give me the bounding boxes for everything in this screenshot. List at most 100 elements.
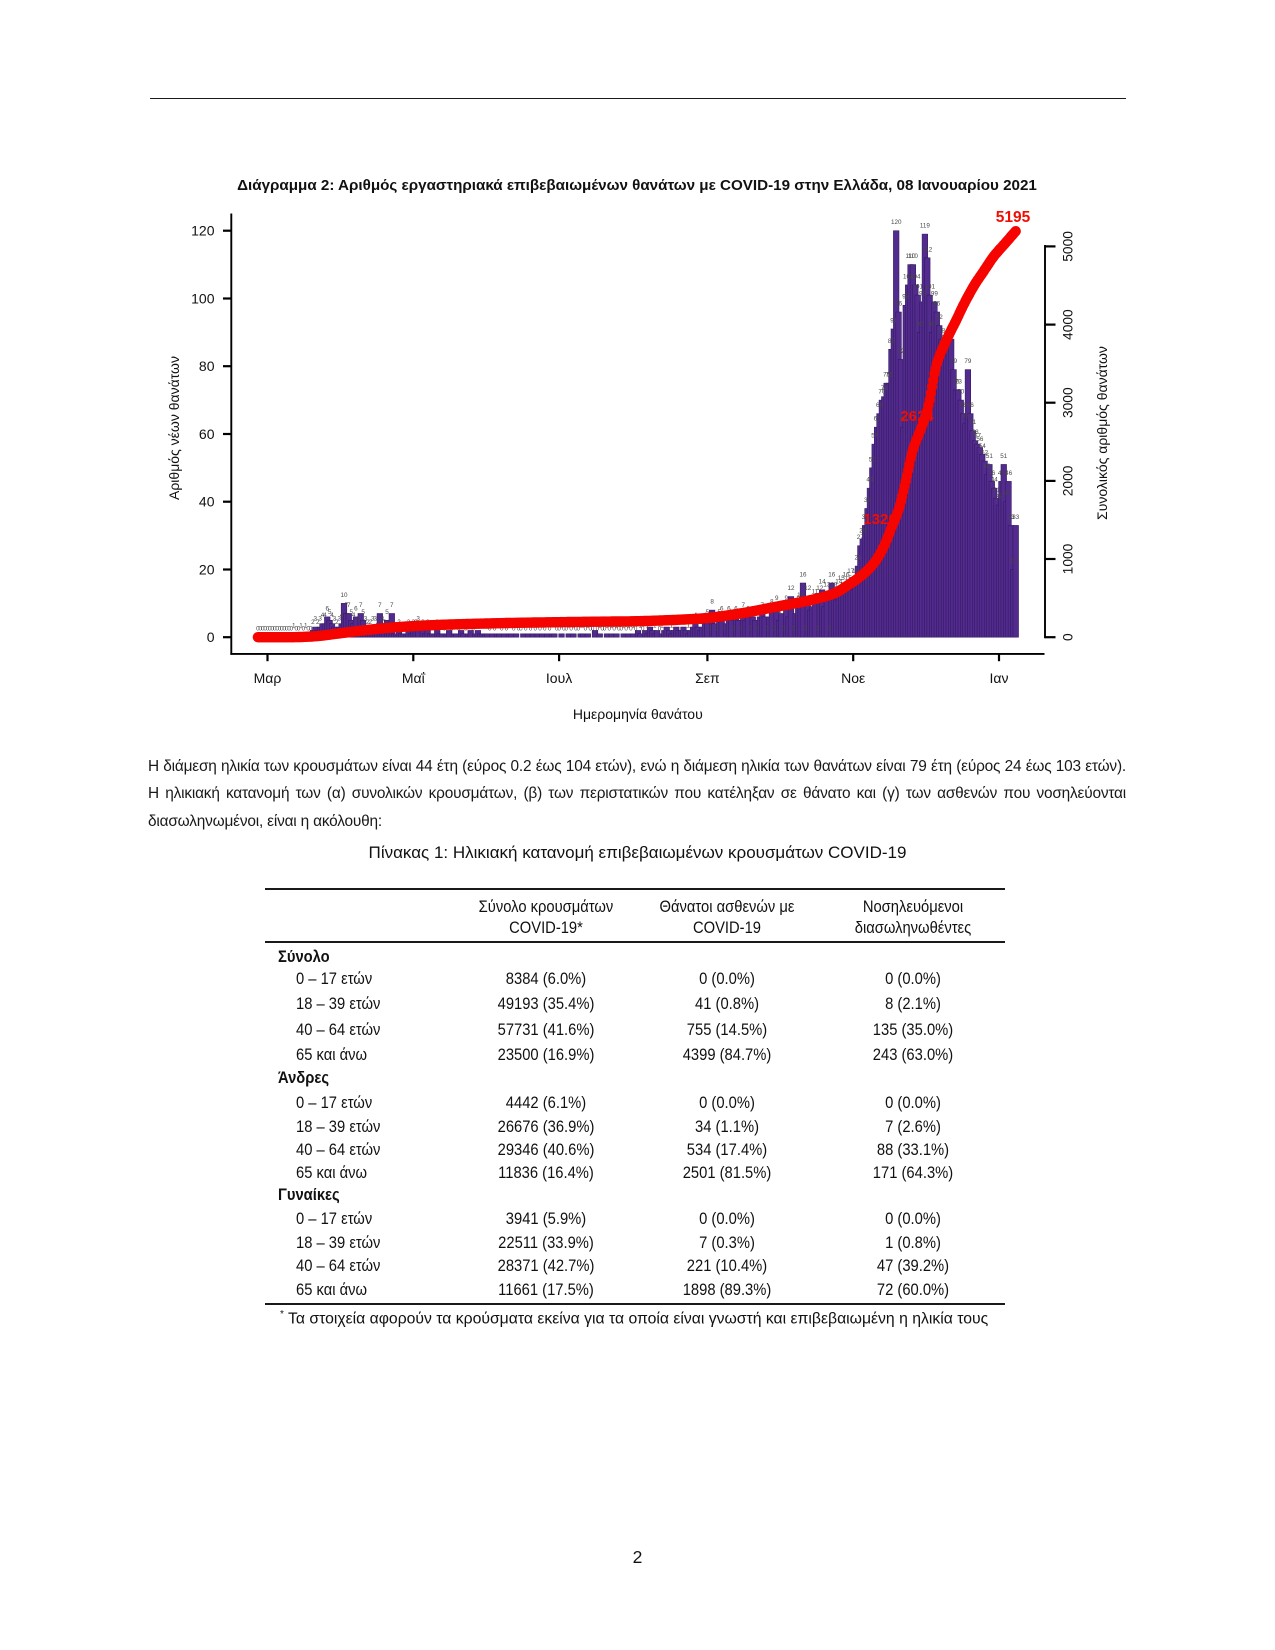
svg-text:3: 3 (318, 616, 322, 623)
svg-text:0: 0 (275, 626, 279, 633)
svg-text:120: 120 (891, 219, 902, 226)
svg-text:3: 3 (373, 616, 377, 623)
svg-text:8: 8 (710, 599, 714, 606)
svg-text:0: 0 (596, 626, 600, 633)
svg-text:4: 4 (352, 612, 356, 619)
svg-text:0: 0 (256, 626, 260, 633)
svg-text:0: 0 (500, 626, 504, 633)
svg-text:14: 14 (835, 578, 843, 585)
svg-text:51: 51 (986, 453, 994, 460)
svg-text:5: 5 (328, 609, 332, 616)
svg-text:20: 20 (199, 562, 215, 578)
svg-text:0: 0 (517, 626, 521, 633)
svg-text:44: 44 (866, 477, 874, 484)
svg-text:5: 5 (777, 609, 781, 616)
svg-text:8: 8 (770, 599, 774, 606)
svg-text:0: 0 (297, 626, 301, 633)
svg-text:79: 79 (964, 358, 972, 365)
svg-text:96: 96 (895, 301, 903, 308)
svg-text:4000: 4000 (1061, 309, 1076, 340)
svg-text:110: 110 (908, 253, 919, 260)
svg-text:88: 88 (938, 328, 946, 335)
svg-text:5: 5 (361, 609, 365, 616)
svg-text:57: 57 (974, 433, 982, 440)
svg-text:0: 0 (782, 626, 786, 633)
svg-text:4: 4 (330, 612, 334, 619)
svg-text:0: 0 (756, 626, 760, 633)
svg-text:0: 0 (715, 626, 719, 633)
svg-text:70: 70 (878, 389, 886, 396)
svg-text:12: 12 (787, 585, 795, 592)
svg-text:2: 2 (369, 619, 373, 626)
svg-text:0: 0 (302, 626, 306, 633)
svg-text:0: 0 (792, 626, 796, 633)
svg-text:0: 0 (608, 626, 612, 633)
svg-text:0: 0 (471, 626, 475, 633)
svg-text:0: 0 (290, 626, 294, 633)
svg-text:Διάγραμμα 2: Αριθμός εργαστηρι: Διάγραμμα 2: Αριθμός εργαστηριακά επιβεβ… (237, 177, 1037, 194)
svg-text:20: 20 (1010, 558, 1018, 565)
svg-text:4: 4 (323, 612, 327, 619)
svg-text:13: 13 (823, 582, 831, 589)
svg-text:33: 33 (1012, 514, 1020, 521)
svg-text:3: 3 (314, 616, 318, 623)
svg-text:0: 0 (505, 626, 509, 633)
svg-text:9: 9 (784, 595, 788, 602)
svg-text:48: 48 (983, 463, 991, 470)
svg-text:17: 17 (847, 568, 855, 575)
svg-text:75: 75 (883, 372, 891, 379)
svg-text:46: 46 (1005, 470, 1013, 477)
svg-text:7: 7 (390, 602, 394, 609)
svg-text:21: 21 (854, 555, 862, 562)
svg-text:0: 0 (732, 626, 736, 633)
svg-text:0: 0 (493, 626, 497, 633)
svg-text:0: 0 (306, 626, 310, 633)
svg-text:0: 0 (577, 626, 581, 633)
svg-text:11: 11 (812, 588, 819, 595)
svg-text:4: 4 (321, 612, 325, 619)
svg-text:0: 0 (588, 626, 592, 633)
svg-text:1000: 1000 (1061, 543, 1076, 574)
svg-text:0: 0 (565, 626, 569, 633)
svg-text:6: 6 (727, 605, 731, 612)
svg-text:0: 0 (708, 626, 712, 633)
svg-text:0: 0 (722, 626, 726, 633)
svg-text:0: 0 (603, 626, 607, 633)
svg-text:0: 0 (285, 626, 289, 633)
svg-text:101: 101 (912, 284, 923, 291)
svg-text:98: 98 (902, 294, 910, 301)
svg-text:60: 60 (199, 426, 215, 442)
svg-text:0: 0 (271, 626, 275, 633)
svg-text:0: 0 (273, 626, 277, 633)
svg-text:79: 79 (950, 358, 958, 365)
svg-text:7: 7 (741, 602, 745, 609)
svg-text:0: 0 (773, 626, 777, 633)
svg-text:1: 1 (660, 622, 664, 629)
svg-text:7: 7 (345, 602, 349, 609)
svg-text:3: 3 (333, 616, 337, 623)
svg-text:2: 2 (311, 619, 315, 626)
svg-text:0: 0 (282, 626, 286, 633)
svg-text:0: 0 (584, 626, 588, 633)
svg-text:0: 0 (268, 626, 272, 633)
svg-text:9: 9 (775, 595, 779, 602)
svg-text:0: 0 (259, 626, 263, 633)
svg-text:0: 0 (529, 626, 533, 633)
svg-text:104: 104 (910, 273, 921, 280)
svg-text:5000: 5000 (1061, 231, 1076, 262)
svg-text:0: 0 (488, 626, 492, 633)
svg-text:44: 44 (991, 477, 999, 484)
svg-text:Μαΐ: Μαΐ (402, 670, 426, 686)
svg-text:0: 0 (828, 626, 832, 633)
svg-text:15: 15 (838, 575, 846, 582)
svg-text:40: 40 (1003, 490, 1011, 497)
svg-text:1: 1 (299, 622, 303, 629)
svg-text:2: 2 (335, 619, 339, 626)
svg-text:0: 0 (765, 626, 769, 633)
svg-text:54: 54 (979, 443, 987, 450)
svg-text:0: 0 (266, 626, 270, 633)
svg-text:0: 0 (624, 626, 628, 633)
svg-text:0: 0 (519, 626, 523, 633)
svg-text:1: 1 (292, 622, 296, 629)
svg-text:0: 0 (749, 626, 753, 633)
